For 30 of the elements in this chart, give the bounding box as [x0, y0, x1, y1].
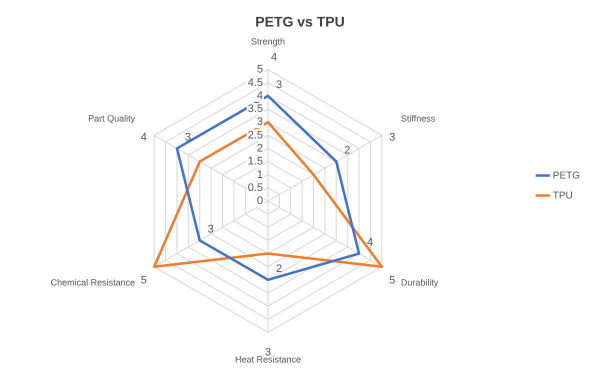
y-tick-label: 4: [256, 90, 263, 102]
text: 3: [389, 131, 396, 144]
y-tick-label: 0.5: [248, 182, 263, 194]
y-tick-label: 3.5: [248, 103, 263, 116]
chart-title: PETG vs TPU: [255, 13, 345, 30]
text: 4: [270, 52, 278, 64]
text: 2: [276, 262, 282, 275]
y-tick-label: 0: [256, 195, 263, 208]
legend-label: PETG: [552, 170, 580, 182]
text: 4: [140, 131, 147, 144]
text: 3: [184, 131, 192, 144]
spoke-label: Chemical Resistance: [50, 278, 136, 288]
text: 5: [140, 274, 147, 287]
spoke-label: Durability: [400, 278, 439, 288]
spoke-label: Part Quality: [88, 113, 136, 124]
y-tick-label: 1.5: [248, 156, 263, 168]
legend-label: TPU: [552, 190, 573, 202]
text: 3: [276, 78, 282, 91]
text: 2: [344, 144, 350, 157]
y-tick-label: 3: [256, 116, 263, 128]
y-tick-label: 2: [256, 142, 263, 154]
y-tick-label: 5: [256, 64, 263, 76]
y-tick-label: 1: [256, 168, 263, 181]
spoke-label: Strength: [250, 36, 286, 47]
text: 3: [208, 223, 214, 236]
spoke-label: Stiffness: [400, 113, 436, 124]
y-tick-label: 2.5: [248, 129, 263, 142]
text: 5: [389, 274, 396, 287]
y-tick-label: 4.5: [248, 76, 263, 89]
text: 4: [366, 236, 374, 249]
